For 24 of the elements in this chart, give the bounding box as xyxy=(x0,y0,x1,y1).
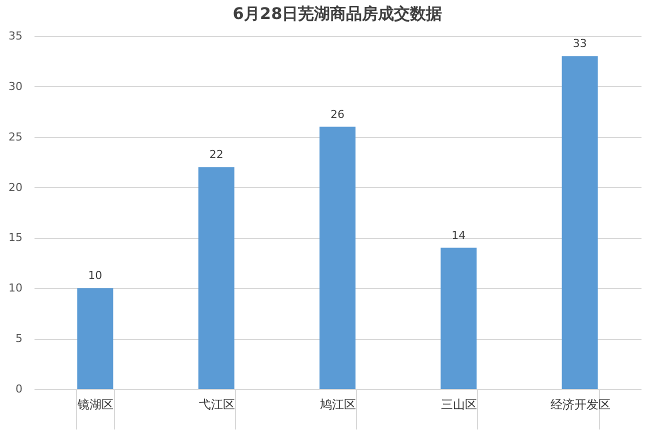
bar xyxy=(77,288,114,389)
data-label: 26 xyxy=(330,108,344,121)
y-tick-label: 0 xyxy=(16,382,22,396)
y-tick-label: 10 xyxy=(8,282,22,295)
x-tick-label: 三山区 xyxy=(441,398,478,412)
bar xyxy=(320,126,356,389)
x-tick-label: 经济开发区 xyxy=(550,398,610,412)
y-tick-label: 5 xyxy=(16,332,22,346)
y-tick-label: 30 xyxy=(8,80,22,93)
y-tick-label: 15 xyxy=(8,231,22,244)
bar xyxy=(440,248,477,389)
x-tick-label: 镜湖区 xyxy=(76,398,114,412)
data-label: 10 xyxy=(88,269,102,282)
data-label: 33 xyxy=(572,37,587,50)
data-label: 14 xyxy=(452,228,466,242)
bar xyxy=(562,56,598,389)
chart-title: 6月28日芜湖商品房成交数据 xyxy=(232,4,442,23)
x-tick-label: 鸠江区 xyxy=(320,398,356,412)
y-tick-label: 35 xyxy=(8,30,22,42)
y-tick-label: 20 xyxy=(8,180,22,194)
y-tick-label: 25 xyxy=(8,130,22,144)
data-label: 22 xyxy=(209,148,224,162)
bar xyxy=(198,167,234,389)
x-tick-label: 弋江区 xyxy=(198,398,235,412)
